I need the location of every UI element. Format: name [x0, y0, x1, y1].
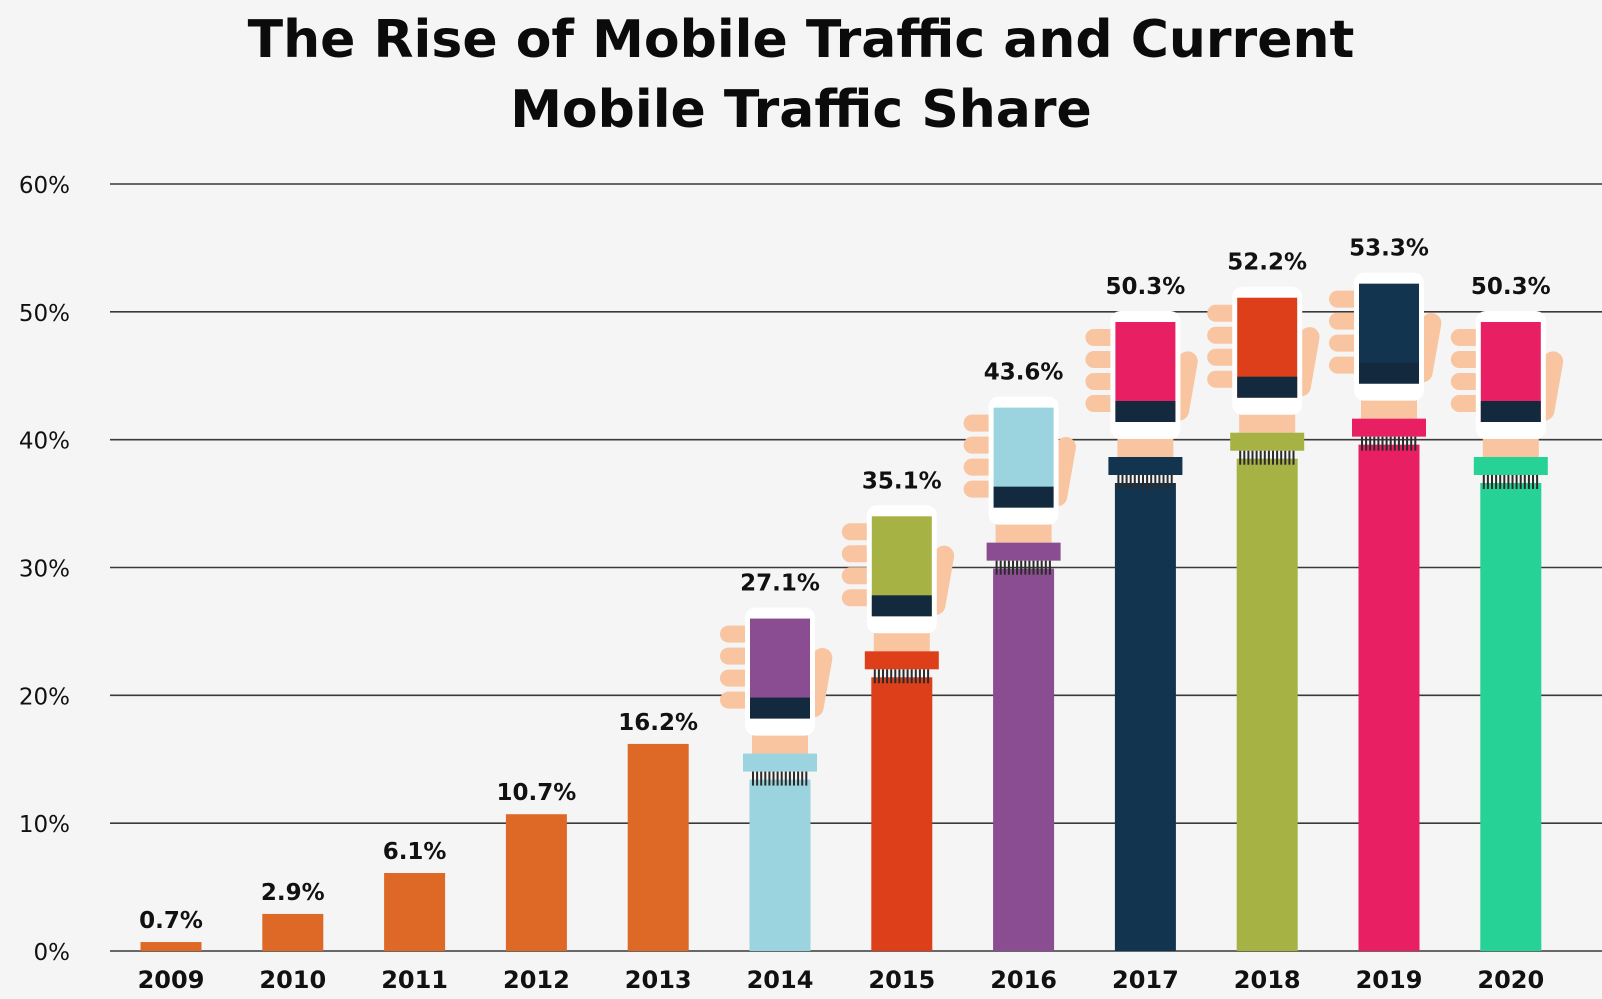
- bar-group: 2.9% 2010: [259, 880, 326, 994]
- bar: [384, 873, 446, 951]
- data-label: 10.7%: [497, 780, 577, 806]
- bar: [262, 913, 324, 951]
- bar: [871, 677, 933, 951]
- smartphone-icon: [1110, 310, 1181, 439]
- x-tick-label: 2017: [1112, 966, 1179, 994]
- smartphone-icon: [1232, 286, 1303, 415]
- bar: [1236, 458, 1298, 951]
- y-grid: 0% 10% 20% 30% 40% 50% 60%: [19, 173, 1602, 966]
- bar: [993, 568, 1055, 951]
- data-label: 50.3%: [1471, 274, 1551, 300]
- data-label: 50.3%: [1106, 274, 1186, 300]
- sleeve-cuff: [1473, 456, 1548, 475]
- data-label: 27.1%: [740, 571, 820, 597]
- x-tick-label: 2012: [503, 966, 570, 994]
- bar-group: 50.3% 2017: [1085, 274, 1198, 994]
- bar-group: 27.1% 2014: [720, 571, 833, 994]
- chart-title-line-1: The Rise of Mobile Traffic and Current: [247, 10, 1355, 70]
- bar: [1114, 482, 1176, 951]
- y-tick-label: 40%: [19, 429, 70, 455]
- bar: [749, 779, 811, 951]
- data-label: 2.9%: [261, 880, 325, 906]
- bar: [505, 814, 567, 951]
- bar: [1480, 482, 1542, 951]
- data-label: 53.3%: [1349, 236, 1429, 262]
- bar-group: 53.3% 2019: [1329, 236, 1442, 994]
- bar-group: 6.1% 2011: [381, 839, 448, 994]
- bar-group: 43.6% 2016: [963, 360, 1076, 994]
- y-tick-label: 60%: [19, 173, 70, 199]
- sleeve-cuff: [864, 651, 939, 670]
- x-tick-label: 2019: [1356, 966, 1423, 994]
- x-tick-label: 2013: [625, 966, 692, 994]
- y-tick-label: 50%: [19, 301, 70, 327]
- bar-group: 52.2% 2018: [1207, 250, 1320, 994]
- x-tick-label: 2009: [138, 966, 205, 994]
- x-tick-label: 2010: [259, 966, 326, 994]
- bar-group: 35.1% 2015: [841, 468, 955, 994]
- y-tick-label: 10%: [19, 812, 70, 838]
- data-label: 6.1%: [383, 839, 447, 865]
- x-tick-label: 2015: [868, 966, 935, 994]
- bar-group: 0.7% 2009: [138, 908, 205, 994]
- bar-group: 16.2% 2013: [618, 710, 698, 994]
- sleeve-cuff: [743, 753, 817, 772]
- bar: [1358, 444, 1420, 951]
- x-tick-label: 2014: [747, 966, 814, 994]
- data-label: 35.1%: [862, 468, 942, 494]
- bar-group: 10.7% 2012: [497, 780, 577, 994]
- sleeve-cuff: [986, 542, 1061, 561]
- data-label: 43.6%: [984, 360, 1064, 386]
- smartphone-icon: [745, 607, 815, 736]
- data-label: 52.2%: [1227, 250, 1307, 276]
- smartphone-icon: [1475, 310, 1546, 439]
- bar: [140, 942, 202, 951]
- bar-group: 50.3% 2020: [1450, 274, 1564, 994]
- bars: 0.7% 2009 2.9% 2010 6.1% 2011 10.7% 2012 16.2% 20…: [138, 236, 1564, 994]
- smartphone-icon: [866, 505, 937, 634]
- y-tick-label: 30%: [19, 557, 70, 583]
- chart-title-line-2: Mobile Traffic Share: [510, 80, 1092, 140]
- bar: [627, 743, 689, 951]
- smartphone-icon: [988, 396, 1059, 525]
- sleeve-cuff: [1230, 432, 1305, 451]
- y-tick-label: 20%: [19, 684, 70, 710]
- data-label: 0.7%: [139, 908, 203, 934]
- smartphone-icon: [1354, 272, 1424, 401]
- x-tick-label: 2016: [990, 966, 1057, 994]
- data-label: 16.2%: [618, 710, 698, 736]
- x-tick-label: 2018: [1234, 966, 1301, 994]
- y-tick-label: 0%: [34, 940, 71, 966]
- sleeve-cuff: [1352, 418, 1426, 437]
- x-tick-label: 2011: [381, 966, 448, 994]
- sleeve-cuff: [1108, 456, 1183, 475]
- x-tick-label: 2020: [1477, 966, 1544, 994]
